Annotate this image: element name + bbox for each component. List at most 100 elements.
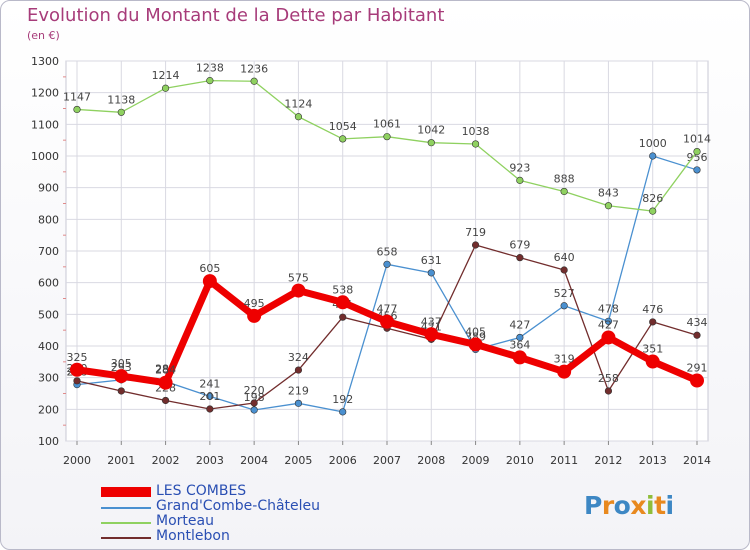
data-point-montlebon: [294, 366, 303, 374]
x-tick-label: 2006: [329, 454, 357, 467]
logo-letter: r: [601, 491, 614, 520]
data-label-les-combes: 325: [67, 351, 88, 364]
data-point-montlebon: [560, 266, 568, 274]
data-label-montlebon: 719: [465, 226, 486, 239]
legend-swatch-morteau: [101, 522, 151, 524]
logo-letter: x: [630, 491, 646, 520]
data-label-grand-combe-chateleu: 241: [199, 377, 220, 390]
data-point-morteau: [471, 140, 480, 148]
x-tick-label: 2011: [550, 454, 578, 467]
data-point-les-combes: [247, 308, 262, 323]
data-point-les-combes: [158, 375, 173, 390]
data-label-les-combes: 538: [332, 283, 353, 296]
data-point-montlebon: [649, 318, 657, 326]
data-label-morteau: 1214: [152, 69, 180, 82]
logo-letter: i: [665, 491, 675, 520]
x-tick-label: 2001: [107, 454, 135, 467]
legend-label-morteau: Morteau: [156, 513, 214, 529]
data-label-morteau: 843: [598, 187, 619, 200]
y-tick-label: 1200: [31, 87, 59, 100]
data-point-morteau: [604, 202, 613, 210]
data-point-montlebon: [693, 331, 701, 339]
y-tick-label: 100: [38, 435, 59, 448]
data-point-montlebon: [250, 399, 258, 407]
data-point-les-combes: [468, 337, 483, 352]
data-label-grand-combe-chateleu: 631: [421, 254, 442, 267]
data-point-morteau: [427, 139, 435, 147]
data-point-morteau: [250, 77, 258, 85]
data-label-morteau: 888: [554, 172, 575, 185]
data-label-les-combes: 351: [642, 343, 663, 356]
x-tick-label: 2002: [152, 454, 180, 467]
data-point-grand-combe-chateleu: [516, 333, 524, 342]
legend-swatch-montlebon: [101, 537, 151, 539]
data-point-grand-combe-chateleu: [383, 260, 391, 268]
legend-item-grand-combe-chateleu: Grand'Combe-Châteleu: [101, 498, 361, 515]
data-label-les-combes: 284: [155, 364, 176, 377]
data-point-montlebon: [161, 396, 170, 405]
data-point-morteau: [339, 135, 347, 143]
data-label-morteau: 923: [509, 161, 530, 174]
data-point-morteau: [649, 207, 657, 215]
y-tick-label: 400: [38, 340, 59, 353]
data-label-grand-combe-chateleu: 478: [598, 302, 619, 315]
data-label-les-combes: 305: [111, 357, 132, 370]
data-point-les-combes: [690, 373, 704, 388]
logo-letter: i: [646, 491, 655, 520]
data-label-grand-combe-chateleu: 427: [509, 318, 530, 331]
x-tick-label: 2013: [639, 454, 667, 467]
data-point-grand-combe-chateleu: [604, 317, 613, 325]
y-tick-label: 1100: [31, 118, 59, 131]
data-label-morteau: 1014: [683, 133, 711, 146]
data-label-grand-combe-chateleu: 293: [111, 361, 132, 374]
data-point-morteau: [117, 108, 125, 116]
data-label-morteau: 1138: [107, 93, 135, 106]
logo-letter: P: [584, 491, 602, 520]
data-point-morteau: [161, 84, 170, 92]
data-point-grand-combe-chateleu: [427, 269, 435, 277]
y-tick-label: 700: [38, 245, 59, 258]
y-tick-label: 900: [38, 182, 59, 195]
data-label-montlebon: 201: [199, 390, 220, 403]
legend: LES COMBES Grand'Combe-Châteleu Morteau …: [101, 483, 361, 545]
data-point-les-combes: [601, 330, 616, 345]
data-point-montlebon: [339, 313, 347, 321]
x-tick-label: 2010: [506, 454, 534, 467]
legend-item-les-combes: LES COMBES: [101, 483, 361, 500]
data-label-les-combes: 495: [244, 297, 265, 310]
x-tick-label: 2004: [240, 454, 268, 467]
data-point-les-combes: [512, 350, 527, 365]
data-point-morteau: [294, 113, 303, 121]
data-point-morteau: [516, 176, 524, 184]
data-point-grand-combe-chateleu: [294, 399, 303, 407]
data-label-morteau: 1042: [417, 124, 445, 137]
data-point-morteau: [73, 105, 81, 114]
x-tick-label: 2003: [196, 454, 224, 467]
y-tick-label: 1000: [31, 150, 59, 163]
data-label-montlebon: 476: [642, 303, 663, 316]
data-label-les-combes: 575: [288, 272, 309, 285]
x-tick-label: 2005: [284, 454, 312, 467]
data-point-les-combes: [291, 283, 306, 298]
data-point-grand-combe-chateleu: [339, 408, 347, 416]
data-label-grand-combe-chateleu: 658: [377, 245, 398, 258]
data-point-morteau: [206, 77, 214, 85]
data-label-grand-combe-chateleu: 219: [288, 384, 309, 397]
data-label-morteau: 1236: [240, 62, 268, 75]
chart-subtitle: (en €): [27, 29, 60, 42]
data-label-morteau: 1054: [329, 120, 357, 133]
data-label-morteau: 826: [642, 192, 663, 205]
y-tick-label: 200: [38, 403, 59, 416]
data-label-morteau: 1124: [284, 98, 312, 111]
data-point-les-combes: [335, 295, 350, 310]
data-point-les-combes: [557, 364, 572, 379]
data-point-les-combes: [380, 314, 394, 329]
logo-letter: t: [654, 491, 666, 520]
legend-item-montlebon: Montlebon: [101, 528, 361, 545]
x-tick-label: 2000: [63, 454, 91, 467]
data-point-montlebon: [471, 241, 480, 249]
data-label-montlebon: 640: [554, 251, 575, 264]
data-label-montlebon: 220: [244, 384, 265, 397]
x-tick-label: 2012: [594, 454, 622, 467]
